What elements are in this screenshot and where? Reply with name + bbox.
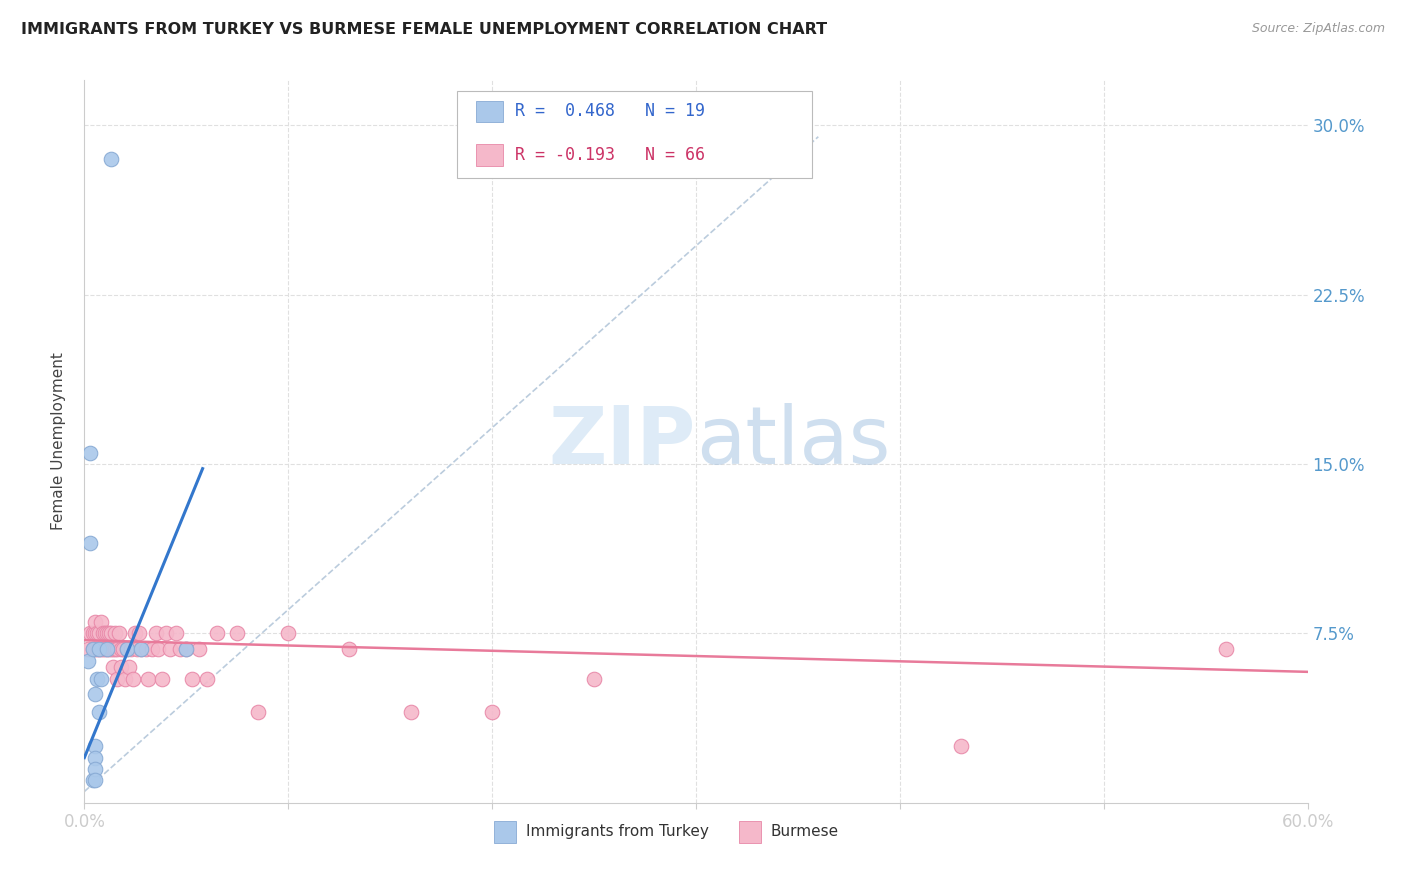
- Point: [90, 672, 112, 686]
- Point: [90, 615, 112, 630]
- Point: [118, 660, 141, 674]
- Point: [87, 642, 110, 657]
- Point: [105, 672, 128, 686]
- Point: [93, 642, 115, 657]
- Text: R =  0.468   N = 19: R = 0.468 N = 19: [515, 103, 704, 120]
- Point: [100, 642, 122, 657]
- Point: [150, 672, 173, 686]
- Point: [145, 626, 167, 640]
- Point: [86, 626, 108, 640]
- Point: [96, 642, 118, 657]
- Point: [97, 626, 120, 640]
- Point: [399, 706, 422, 720]
- Point: [583, 672, 606, 686]
- Point: [110, 642, 132, 657]
- Point: [77, 654, 100, 668]
- Point: [79, 536, 101, 550]
- Point: [100, 153, 122, 167]
- Point: [481, 706, 503, 720]
- Point: [105, 642, 128, 657]
- Text: atlas: atlas: [696, 402, 890, 481]
- Point: [131, 642, 153, 657]
- Point: [97, 642, 120, 657]
- Text: R = -0.193   N = 66: R = -0.193 N = 66: [515, 145, 704, 164]
- Point: [83, 739, 105, 754]
- FancyBboxPatch shape: [738, 821, 761, 843]
- Point: [96, 642, 118, 657]
- Point: [181, 672, 204, 686]
- Point: [104, 626, 127, 640]
- FancyBboxPatch shape: [475, 144, 503, 166]
- Point: [87, 706, 110, 720]
- Point: [112, 642, 135, 657]
- Point: [169, 642, 191, 657]
- Point: [127, 642, 149, 657]
- Point: [226, 626, 249, 640]
- Point: [91, 626, 114, 640]
- Point: [1215, 642, 1237, 657]
- Point: [246, 706, 269, 720]
- Point: [90, 642, 112, 657]
- Y-axis label: Female Unemployment: Female Unemployment: [51, 352, 66, 531]
- Point: [82, 773, 104, 788]
- Point: [339, 642, 361, 657]
- Point: [87, 642, 110, 657]
- Point: [124, 626, 146, 640]
- Point: [155, 626, 177, 640]
- Point: [950, 739, 973, 754]
- FancyBboxPatch shape: [475, 101, 503, 122]
- Point: [82, 642, 104, 657]
- Point: [114, 672, 136, 686]
- Point: [83, 750, 105, 764]
- Point: [135, 642, 157, 657]
- Point: [115, 642, 138, 657]
- Point: [82, 626, 104, 640]
- Point: [174, 642, 197, 657]
- Point: [86, 642, 108, 657]
- Text: Burmese: Burmese: [770, 824, 839, 839]
- Text: Source: ZipAtlas.com: Source: ZipAtlas.com: [1251, 22, 1385, 36]
- Point: [83, 687, 105, 701]
- Point: [136, 672, 159, 686]
- FancyBboxPatch shape: [494, 821, 516, 843]
- Point: [83, 773, 105, 788]
- Point: [100, 626, 122, 640]
- Point: [96, 626, 118, 640]
- Point: [101, 642, 124, 657]
- Point: [115, 642, 138, 657]
- Point: [277, 626, 299, 640]
- Point: [87, 626, 110, 640]
- Point: [91, 642, 114, 657]
- Point: [120, 642, 142, 657]
- Point: [101, 660, 124, 674]
- Point: [79, 446, 101, 460]
- Point: [83, 626, 105, 640]
- Point: [79, 626, 101, 640]
- Point: [108, 626, 131, 640]
- Point: [205, 626, 228, 640]
- Text: ZIP: ZIP: [548, 402, 696, 481]
- Point: [131, 642, 153, 657]
- Point: [128, 626, 150, 640]
- Text: IMMIGRANTS FROM TURKEY VS BURMESE FEMALE UNEMPLOYMENT CORRELATION CHART: IMMIGRANTS FROM TURKEY VS BURMESE FEMALE…: [21, 22, 827, 37]
- Point: [82, 642, 104, 657]
- Point: [93, 626, 115, 640]
- Point: [159, 642, 181, 657]
- Point: [110, 660, 132, 674]
- Point: [165, 626, 187, 640]
- Point: [83, 642, 105, 657]
- Point: [174, 642, 197, 657]
- Text: Immigrants from Turkey: Immigrants from Turkey: [526, 824, 709, 839]
- Point: [141, 642, 163, 657]
- Point: [77, 642, 100, 657]
- Point: [83, 762, 105, 776]
- Point: [187, 642, 209, 657]
- Point: [86, 672, 108, 686]
- Point: [195, 672, 218, 686]
- FancyBboxPatch shape: [457, 91, 813, 178]
- Point: [146, 642, 169, 657]
- Point: [122, 672, 145, 686]
- Point: [83, 615, 105, 630]
- Point: [104, 642, 127, 657]
